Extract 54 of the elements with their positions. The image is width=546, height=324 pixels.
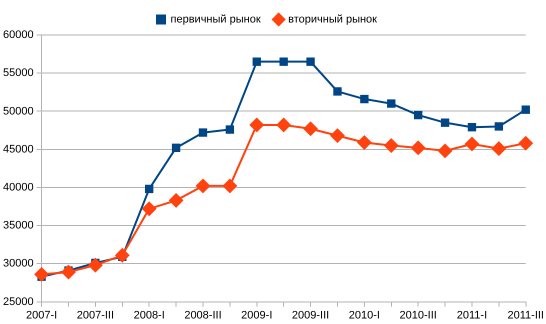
x-tick-label: 2007-I: [26, 309, 58, 322]
point: [468, 123, 476, 132]
point: [360, 94, 369, 104]
x-tick-label: 2009-I: [241, 309, 272, 322]
y-tick-label: 25000: [2, 296, 34, 308]
x-tick-label: 2010-III: [400, 309, 437, 322]
point: [387, 99, 396, 108]
point: [172, 144, 180, 152]
y-tick-label: 45000: [2, 143, 34, 156]
y-tick-label: 35000: [2, 220, 34, 232]
x-tick-label: 2010-I: [348, 309, 380, 322]
point: [384, 138, 398, 153]
x-tick-label: 2011-III: [508, 309, 544, 322]
y-tick-label: 50000: [2, 105, 34, 118]
point: [169, 193, 184, 208]
point: [145, 184, 154, 194]
point: [276, 118, 291, 132]
point: [196, 178, 210, 193]
y-tick-label: 30000: [2, 258, 34, 270]
point: [306, 58, 315, 66]
point: [440, 118, 450, 127]
point: [518, 136, 533, 150]
point: [411, 140, 426, 155]
point: [330, 128, 344, 143]
point: [522, 106, 530, 114]
x-tick-label: 2009-III: [292, 309, 330, 322]
point: [252, 58, 261, 66]
point: [142, 202, 156, 216]
x-tick-label: 2008-I: [134, 309, 165, 322]
x-tick-label: 2008-III: [184, 309, 222, 322]
point: [333, 87, 342, 96]
point: [88, 258, 102, 272]
y-tick-label: 55000: [2, 67, 34, 80]
point: [304, 122, 318, 136]
legend-label: первичный рынок: [170, 14, 261, 26]
point: [198, 128, 208, 137]
point: [115, 248, 130, 262]
point: [226, 125, 234, 134]
point: [279, 58, 288, 66]
legend-label: вторичный рынок: [288, 14, 378, 26]
x-tick-label: 2007-III: [76, 309, 114, 322]
point: [464, 137, 479, 152]
point: [61, 265, 76, 280]
point: [250, 118, 264, 132]
point: [494, 122, 504, 131]
point: [492, 142, 506, 156]
point: [222, 178, 237, 193]
point: [438, 144, 452, 158]
point: [357, 135, 372, 150]
point: [34, 267, 49, 282]
y-tick-label: 40000: [2, 181, 34, 194]
y-tick-label: 60000: [2, 29, 34, 42]
x-tick-label: 2011-I: [456, 309, 488, 322]
point: [414, 110, 422, 120]
